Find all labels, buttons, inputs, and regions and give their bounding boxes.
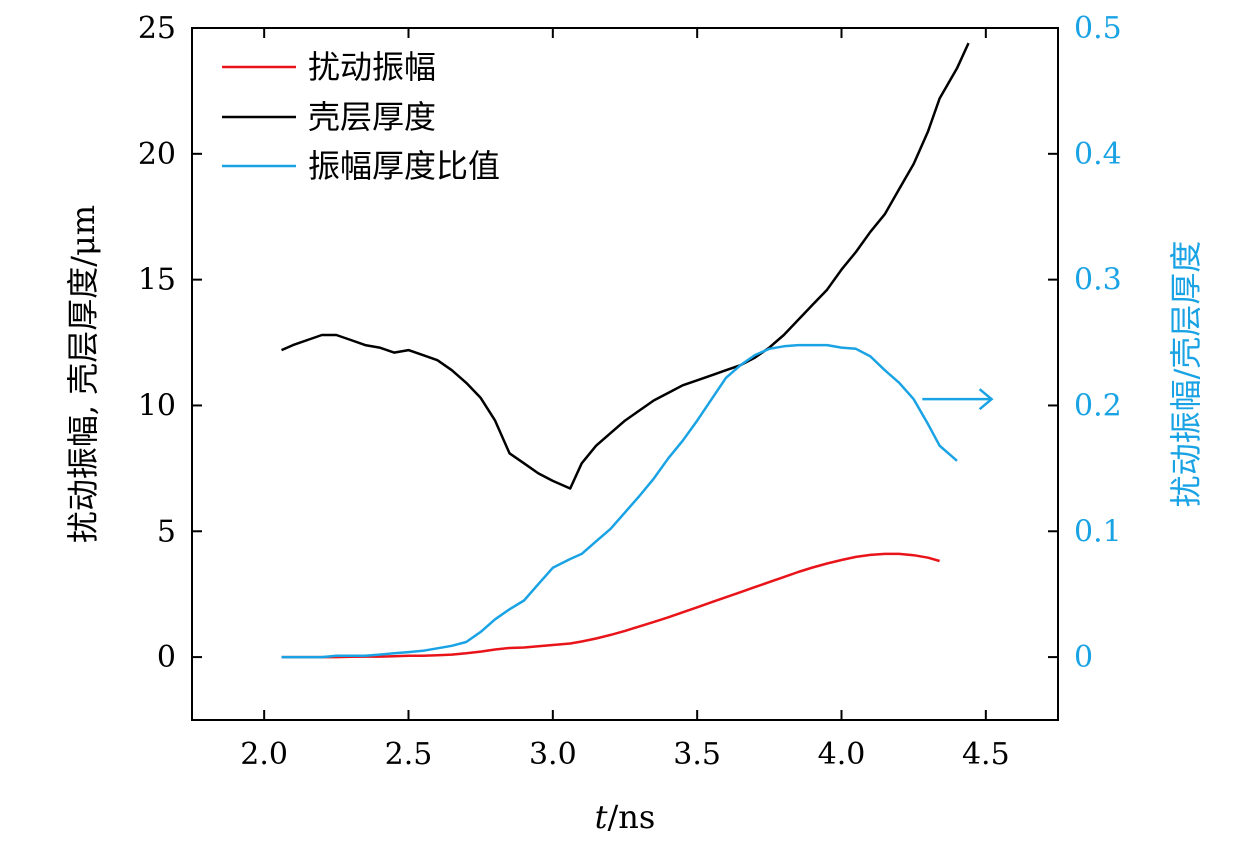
x-tick-label: 3.5: [673, 737, 721, 772]
series-line-ratio: [281, 343, 958, 659]
x-tick-label: 3.0: [529, 737, 577, 772]
x-tick-label: 4.0: [818, 737, 866, 772]
y-axis-title-right: 扰动振幅/壳层厚度: [1167, 241, 1205, 508]
series-line-thickness: [281, 42, 970, 490]
y-tick-label-right: 0.2: [1074, 388, 1122, 423]
arrow-head: [978, 388, 994, 411]
x-tick-label: 2.0: [240, 737, 288, 772]
plot-frame: [191, 27, 1059, 721]
y-tick-label-left: 25: [138, 11, 176, 46]
y-tick-label-left: 0: [157, 640, 176, 675]
y-tick-label-right: 0.5: [1074, 11, 1122, 46]
x-tick-label: 2.5: [385, 737, 433, 772]
tick-layer: 2.0 2.5 3.0 3.5 4.0 4.5 0 5 10 15 20 25 0 0.1 0.2 0.3 0.…: [138, 11, 1122, 772]
y-tick-label-left: 20: [138, 137, 176, 172]
x-axis-title-var: t: [595, 798, 608, 836]
y-tick-label-right: 0.3: [1074, 263, 1122, 298]
y-tick-label-right: 0.4: [1074, 137, 1122, 172]
right-axis-arrow-icon: [922, 388, 994, 411]
x-axis-title: t/ns: [595, 798, 656, 836]
legend-label-thickness: 壳层厚度: [308, 98, 436, 136]
x-tick-label: 4.5: [962, 737, 1010, 772]
y-axis-title-left: 扰动振幅, 壳层厚度/μm: [64, 205, 102, 543]
y-tick-label-left: 10: [138, 388, 176, 423]
x-axis-title-unit: /ns: [608, 798, 656, 836]
y-tick-label-left: 5: [157, 514, 176, 549]
y-tick-label-right: 0: [1074, 640, 1093, 675]
y-tick-label-left: 15: [138, 263, 176, 298]
y-tick-label-right: 0.1: [1074, 514, 1122, 549]
legend: 扰动振幅 壳层厚度 振幅厚度比值: [222, 48, 500, 185]
series-line-amplitude: [281, 552, 940, 659]
legend-label-ratio: 振幅厚度比值: [308, 147, 500, 185]
legend-label-amplitude: 扰动振幅: [308, 48, 436, 86]
series-layer: [281, 42, 970, 659]
